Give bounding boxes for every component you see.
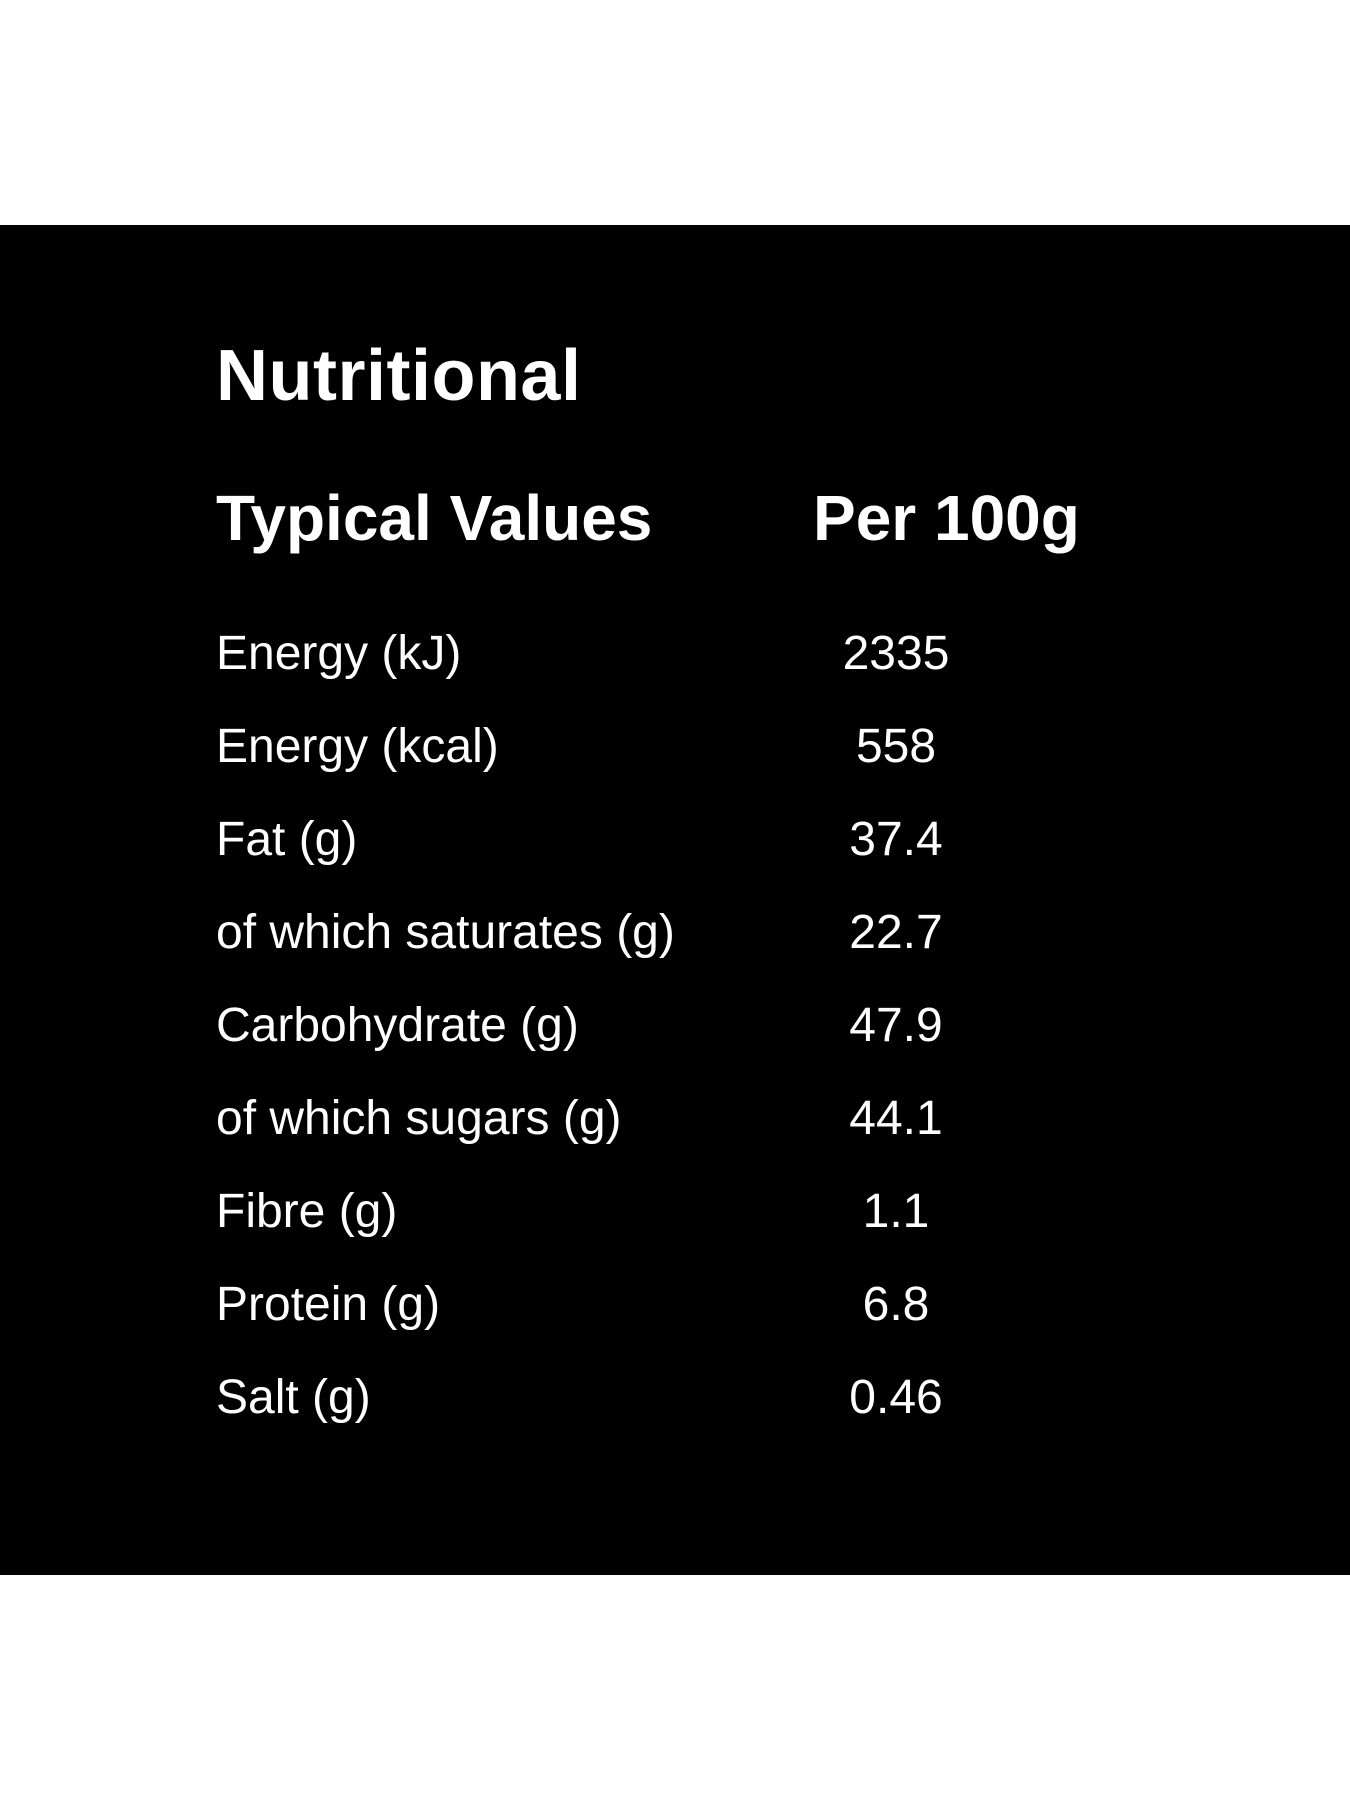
nutrition-panel <box>0 225 1350 1575</box>
table-row: Fat (g) 37.4 <box>216 800 1116 893</box>
nutrient-value: 0.46 <box>849 1371 943 1424</box>
nutrient-name: Energy (kcal) <box>216 720 499 773</box>
table-row: Fibre (g) 1.1 <box>216 1172 1116 1265</box>
table-header: Typical Values Per 100g <box>216 478 1116 558</box>
table-row: Carbohydrate (g) 47.9 <box>216 986 1116 1079</box>
nutrient-name: Carbohydrate (g) <box>216 999 579 1052</box>
nutrient-name: of which sugars (g) <box>216 1092 622 1145</box>
nutrient-name: Protein (g) <box>216 1278 441 1331</box>
nutrient-name: Energy (kJ) <box>216 627 462 680</box>
nutrient-value: 44.1 <box>849 1092 943 1145</box>
table-row: of which saturates (g) 22.7 <box>216 893 1116 986</box>
per-100g-header: Per 100g <box>813 482 1080 554</box>
nutrient-value: 6.8 <box>862 1278 930 1331</box>
nutrient-value: 2335 <box>842 627 950 680</box>
nutrition-title: Nutritional <box>216 336 582 416</box>
nutrient-value: 558 <box>855 720 937 773</box>
nutrient-name: Fat (g) <box>216 813 358 866</box>
nutrient-value: 22.7 <box>849 906 943 959</box>
table-row: Energy (kcal) 558 <box>216 707 1116 800</box>
nutrition-table: Energy (kJ) 2335 Energy (kcal) 558 Fat (… <box>216 614 1116 1451</box>
nutrient-value: 47.9 <box>849 999 943 1052</box>
table-row: Protein (g) 6.8 <box>216 1265 1116 1358</box>
table-row: Salt (g) 0.46 <box>216 1358 1116 1451</box>
nutrient-name: Fibre (g) <box>216 1185 398 1238</box>
nutrient-name: Salt (g) <box>216 1371 371 1424</box>
nutrient-value: 1.1 <box>862 1185 930 1238</box>
nutrient-value: 37.4 <box>849 813 943 866</box>
nutrient-name: of which saturates (g) <box>216 906 675 959</box>
table-row: Energy (kJ) 2335 <box>216 614 1116 707</box>
table-row: of which sugars (g) 44.1 <box>216 1079 1116 1172</box>
typical-values-header: Typical Values <box>216 482 653 554</box>
